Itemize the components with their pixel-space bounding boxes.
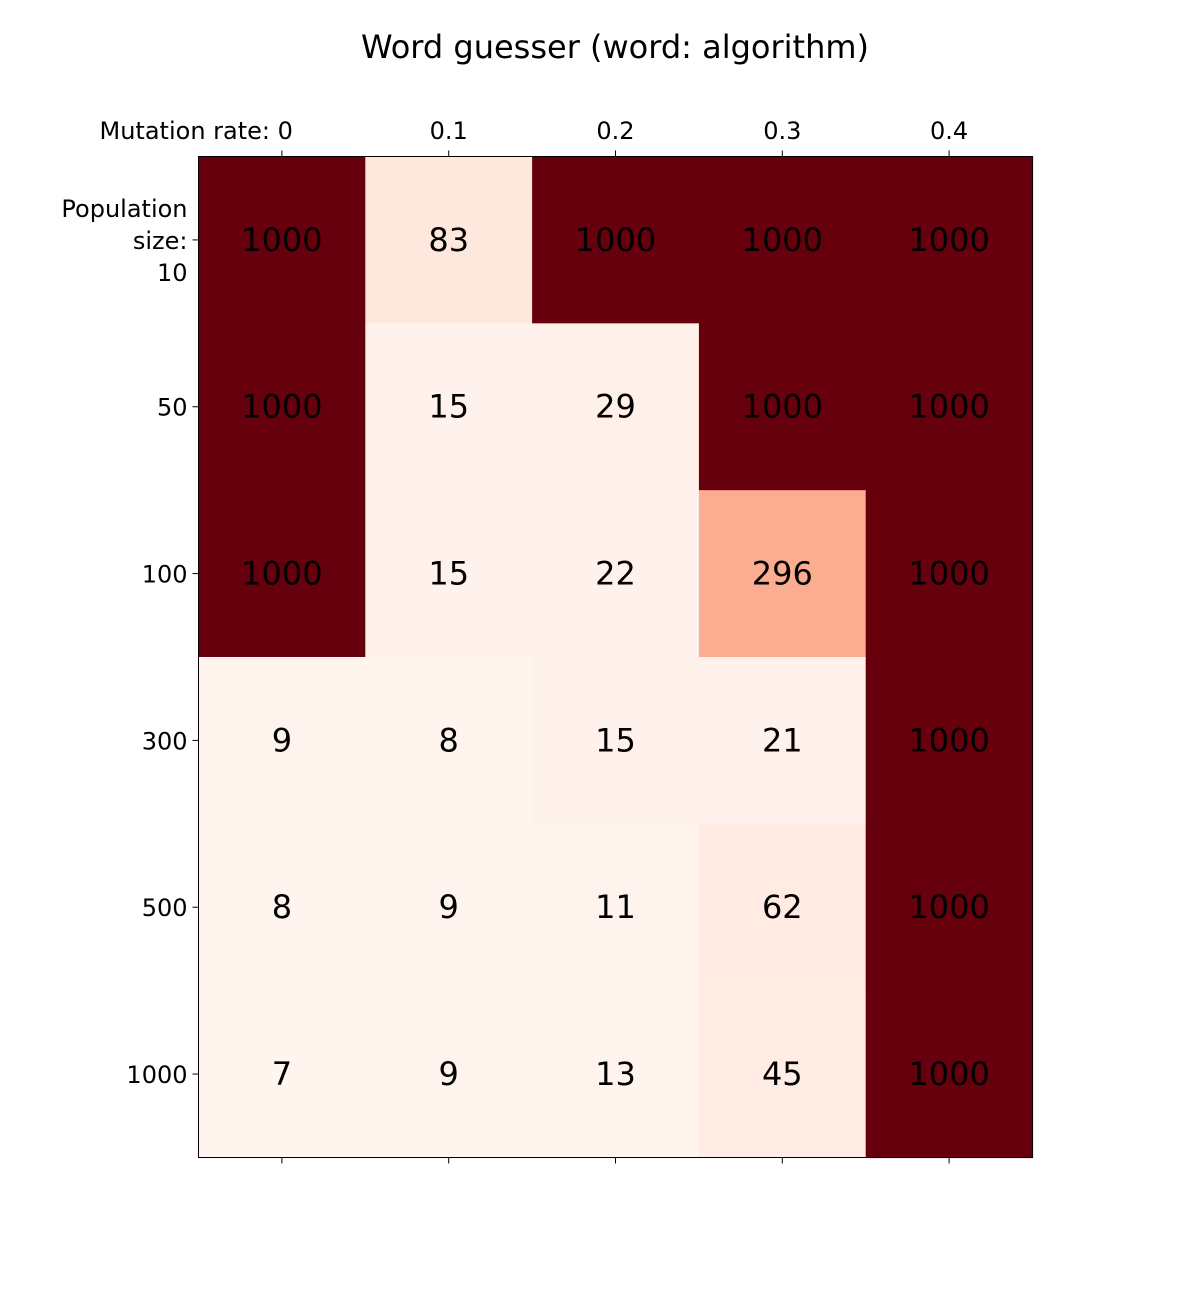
cell-value-label: 1000 (908, 388, 989, 426)
cell-value-label: 1000 (908, 555, 989, 593)
heatmap-cell (365, 823, 533, 992)
cell-value-label: 1000 (575, 221, 656, 259)
cell-value-label: 296 (752, 555, 813, 593)
y-tick-label: Population size: 10 (61, 195, 187, 287)
cell-value-label: 1000 (241, 555, 322, 593)
cell-value-label: 1000 (908, 888, 989, 926)
cell-value-label: 1000 (908, 721, 989, 759)
cell-value-label: 22 (595, 555, 636, 593)
cell-value-label: 21 (762, 721, 803, 759)
heatmap-cell (865, 323, 1034, 491)
heatmap-cell (198, 490, 366, 658)
x-tick-label: 0.4 (930, 117, 968, 145)
cell-value-label: 29 (595, 388, 636, 426)
heatmap-cell (865, 156, 1034, 324)
y-tick-label: 1000 (126, 1061, 187, 1089)
heatmap-cell (198, 823, 366, 992)
heatmap-cell (865, 656, 1034, 825)
cell-value-label: 9 (439, 1055, 459, 1093)
cell-value-label: 15 (428, 388, 469, 426)
cell-value-label: 1000 (908, 1055, 989, 1093)
heatmap-cell (698, 490, 867, 658)
cell-value-label: 8 (272, 888, 292, 926)
y-tick-label: 100 (142, 561, 188, 589)
heatmap-cell (532, 323, 700, 491)
x-tick-label: 0.1 (430, 117, 468, 145)
cell-value-label: 1000 (241, 221, 322, 259)
heatmap-cell (198, 323, 366, 491)
cell-value-label: 83 (428, 221, 469, 259)
cell-value-label: 8 (439, 721, 459, 759)
heatmap-cells (198, 156, 1034, 1159)
heatmap-cell (698, 156, 867, 324)
cell-value-label: 15 (595, 721, 636, 759)
cell-value-label: 1000 (241, 388, 322, 426)
heatmap-cell (365, 656, 533, 825)
y-tick-label: 500 (142, 894, 188, 922)
heatmap-cell (865, 990, 1034, 1159)
heatmap-cell (698, 323, 867, 491)
cell-value-label: 7 (272, 1055, 292, 1093)
heatmap-cell (532, 823, 700, 992)
y-tick-label: 50 (157, 394, 188, 422)
heatmap-cell (532, 990, 700, 1159)
heatmap-cell (865, 823, 1034, 992)
heatmap-cell (365, 490, 533, 658)
cell-value-label: 9 (272, 721, 292, 759)
heatmap-cell (365, 323, 533, 491)
x-axis-ticks: Mutation rate: 0 0.1 0.2 0.3 0.4 (100, 117, 968, 1164)
chart-title: Word guesser (word: algorithm) (361, 28, 869, 66)
cell-value-label: 15 (428, 555, 469, 593)
cell-value-label: 45 (762, 1055, 803, 1093)
x-tick-label: Mutation rate: 0 (100, 117, 293, 145)
x-tick-label: 0.3 (763, 117, 801, 145)
cell-value-label: 1000 (742, 221, 823, 259)
heatmap-cell-labels: 1000 83 1000 1000 1000 1000 15 29 1000 1000 1000 15… (241, 221, 990, 1093)
heatmap-cell (198, 990, 366, 1159)
heatmap-cell (365, 156, 533, 324)
heatmap-cell (865, 490, 1034, 658)
heatmap-cell (532, 156, 700, 324)
heatmap-cell (198, 656, 366, 825)
cell-value-label: 11 (595, 888, 636, 926)
heatmap-cell (198, 156, 366, 324)
heatmap-cell (698, 990, 867, 1159)
plot-frame (198, 156, 1033, 1158)
cell-value-label: 62 (762, 888, 803, 926)
heatmap-cell (532, 656, 700, 825)
cell-value-label: 13 (595, 1055, 636, 1093)
cell-value-label: 1000 (908, 221, 989, 259)
y-axis-ticks: Population size: 10 50 100 300 500 1000 (61, 195, 199, 1089)
y-tick-label: 300 (142, 727, 188, 755)
x-tick-label: 0.2 (596, 117, 634, 145)
cell-value-label: 9 (439, 888, 459, 926)
cell-value-label: 1000 (742, 388, 823, 426)
heatmap-cell (365, 990, 533, 1159)
heatmap-cell (698, 823, 867, 992)
heatmap-cell (698, 656, 867, 825)
heatmap-cell (532, 490, 700, 658)
